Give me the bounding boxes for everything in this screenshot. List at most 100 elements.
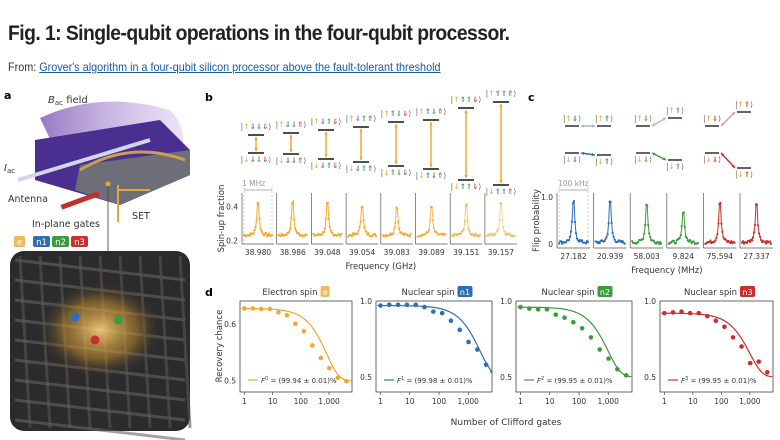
legend-label: F2 = (99.95 ± 0.01)% — [537, 376, 613, 385]
data-point — [606, 233, 609, 236]
energy-level-diagram: |↑⇓⇓⇓⟩ |↓⇓⇓⇓⟩ |↑⇓⇓⇑⟩ |↓⇓⇓⇑⟩ |↑⇓⇑⇓⟩ |↓⇓⇑⇓⟩ |↑⇓⇑… — [241, 89, 517, 196]
data-point — [559, 240, 563, 243]
arrow-head — [359, 156, 363, 160]
data-point — [489, 233, 492, 236]
x-tick-label: 1 — [662, 397, 667, 406]
data-point — [413, 302, 419, 308]
ket-label: |↓⇑⟩ — [735, 170, 753, 179]
data-point — [768, 240, 772, 243]
data-point — [504, 232, 507, 236]
data-point — [493, 233, 496, 236]
data-point — [486, 233, 489, 236]
data-point — [679, 309, 684, 314]
fit-curve — [241, 307, 352, 382]
data-point — [518, 304, 523, 310]
badge-n1 — [33, 236, 50, 247]
data-point — [741, 240, 745, 243]
spectrum-line — [741, 203, 772, 245]
arrow-head — [289, 148, 293, 152]
data-point — [431, 309, 436, 314]
plot-title: Nuclear spin — [542, 288, 595, 298]
data-point — [361, 205, 364, 209]
ket-label: |↑⇓⇑⇑⟩ — [346, 114, 377, 123]
arrow-head — [324, 153, 328, 157]
data-point — [428, 219, 432, 222]
data-point — [358, 225, 361, 229]
data-point — [468, 229, 471, 232]
data-point — [719, 201, 722, 205]
ket-label: |↓⇓⇓⇑⟩ — [276, 156, 307, 165]
data-point — [662, 310, 667, 316]
badge-n2 — [52, 236, 69, 247]
data-point — [479, 233, 482, 236]
y-axis-label: Recovery chance — [215, 310, 225, 383]
data-point — [483, 362, 489, 368]
panel-c-label: c — [528, 91, 535, 104]
set-label: SET — [132, 211, 150, 222]
data-point — [400, 231, 403, 234]
data-point — [646, 204, 649, 207]
x-tick-label: 1,000 — [457, 397, 479, 406]
x-tick-label: 39.151 — [453, 248, 479, 257]
ket-label: |↑⇓⟩ — [703, 114, 721, 123]
data-point — [257, 202, 260, 205]
antenna-line — [17, 138, 151, 182]
data-point — [567, 239, 571, 242]
spectrum-line — [705, 201, 735, 245]
data-point — [679, 233, 682, 237]
device-layer — [79, 150, 186, 172]
article-link[interactable]: Grover's algorithm in a four-qubit silic… — [39, 60, 441, 74]
ket-label: |↑⇑⟩ — [666, 106, 684, 115]
data-point — [294, 227, 297, 230]
data-point — [579, 326, 585, 331]
nucleus-n2-dot — [113, 315, 123, 325]
x-tick-label: 9.824 — [673, 252, 695, 261]
data-point — [287, 231, 290, 235]
data-point — [597, 347, 603, 352]
y-tick-label: 0.5 — [224, 377, 236, 386]
data-point — [683, 225, 686, 229]
data-point — [649, 236, 652, 239]
y-tick-label: 1.0 — [644, 297, 656, 306]
ket-label: |↑⇓⟩ — [634, 114, 652, 123]
arrow-head — [652, 152, 656, 156]
data-point — [362, 219, 365, 222]
bac-field-label: Bac field — [48, 95, 88, 107]
x-tick-label: 27.337 — [743, 252, 769, 261]
ket-label: |↓⇓⟩ — [703, 155, 721, 164]
x-tick-label: 10 — [268, 397, 278, 406]
arrow-head — [721, 153, 725, 157]
data-point — [571, 319, 576, 325]
nmr-spectra: Flip probability 0 1.0 27.182 20.939 58.003 9.… — [532, 187, 773, 276]
plot-title: Nuclear spin — [402, 288, 455, 298]
data-point — [375, 235, 378, 238]
arrow-head — [464, 174, 468, 178]
badge-e — [14, 236, 25, 247]
data-point — [263, 234, 266, 237]
x-tick-label: 20.939 — [597, 252, 623, 261]
data-point — [722, 236, 725, 239]
data-point — [288, 230, 291, 233]
data-point — [562, 315, 567, 320]
data-point — [756, 359, 762, 364]
badge-text: n3 — [74, 238, 85, 248]
spectrum-line — [631, 203, 662, 245]
data-point — [720, 222, 723, 225]
data-point — [350, 235, 354, 238]
data-point — [452, 235, 455, 238]
data-point — [367, 232, 370, 235]
x-tick-label: 1,000 — [597, 397, 619, 406]
data-point — [685, 236, 688, 240]
badge-text: n1 — [36, 238, 47, 248]
data-point — [584, 242, 588, 245]
fit-curve — [517, 306, 632, 378]
ket-label: |↓⇑⇑⇑⟩ — [486, 187, 517, 196]
data-point — [292, 200, 295, 203]
data-point — [503, 230, 506, 233]
arrow-head — [289, 135, 293, 139]
y-tick-label: 1.0 — [541, 193, 553, 202]
data-point — [643, 232, 646, 235]
source-line: From: Grover's algorithm in a four-qubit… — [8, 60, 440, 74]
arrow-head — [394, 124, 398, 128]
data-point — [613, 238, 616, 241]
